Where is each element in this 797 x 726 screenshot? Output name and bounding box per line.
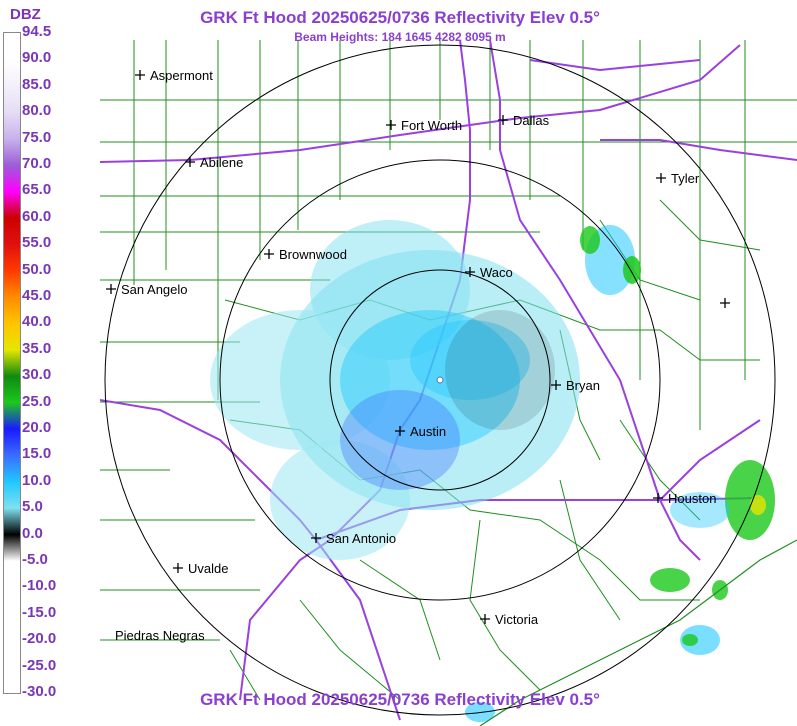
city-marker — [656, 173, 666, 183]
legend-label: 20.0 — [22, 419, 52, 436]
reflectivity-legend: DBZ 94.5 90.0 85.0 80.0 75.0 70.0 65.0 60.0 55.0… — [0, 0, 100, 726]
city-marker — [480, 614, 490, 624]
city-label: Tyler — [671, 171, 700, 186]
city-marker — [386, 120, 396, 130]
legend-label: 85.0 — [22, 75, 52, 93]
city-label: Aspermont — [150, 68, 213, 83]
city-label: Houston — [668, 491, 716, 506]
legend-label: -5.0 — [22, 551, 48, 568]
legend-label: 30.0 — [22, 366, 52, 384]
city-marker — [106, 284, 116, 294]
range-rings — [104, 44, 776, 716]
legend-label: 50.0 — [22, 260, 52, 278]
legend-label: 15.0 — [22, 445, 52, 463]
city-label: Uvalde — [188, 561, 228, 576]
legend-label: -20.0 — [22, 630, 57, 648]
city-marker — [551, 380, 561, 390]
reflectivity-echoes — [210, 220, 775, 722]
legend-label: 70.0 — [22, 155, 52, 172]
city-marker — [498, 115, 508, 125]
legend-label: -25.0 — [22, 656, 57, 674]
city-label: Austin — [410, 424, 446, 439]
city-label: Dallas — [513, 113, 550, 128]
legend-label: 0.0 — [22, 524, 43, 542]
range-ring-3 — [104, 44, 776, 716]
legend-label: 80.0 — [22, 102, 52, 120]
city-label: San Antonio — [326, 531, 396, 546]
legend-label: -30.0 — [22, 683, 57, 700]
legend-label: 40.0 — [22, 313, 52, 331]
city-marker — [311, 533, 321, 543]
range-ring-1 — [329, 269, 551, 491]
legend-label: 35.0 — [22, 339, 52, 357]
legend-unit: DBZ — [10, 6, 41, 23]
map-title: GRK Ft Hood 20250625/0736 Reflectivity E… — [200, 8, 600, 27]
legend-label: -15.0 — [22, 603, 57, 621]
radar-site-marker — [436, 376, 444, 384]
city-marker — [465, 267, 475, 277]
city-label: Victoria — [495, 612, 539, 627]
city-label: Piedras Negras — [115, 628, 205, 643]
city-markers: Aspermont Fort Worth Dallas Abilene Tyler Bro… — [106, 68, 730, 643]
city-label: Bryan — [566, 378, 600, 393]
city-label: Fort Worth — [401, 118, 462, 133]
legend-label: 90.0 — [22, 49, 52, 67]
radar-map: Aspermont Fort Worth Dallas Abilene Tyler Bro… — [100, 40, 797, 726]
map-title-bottom: GRK Ft Hood 20250625/0736 Reflectivity E… — [200, 690, 600, 709]
city-label: San Angelo — [121, 282, 188, 297]
legend-label: 60.0 — [22, 207, 52, 225]
range-ring-2 — [219, 159, 661, 601]
city-marker — [653, 493, 663, 503]
legend-color-bar — [3, 32, 21, 694]
legend-label: 25.0 — [22, 392, 52, 410]
legend-label: 94.5 — [22, 23, 52, 40]
legend-label: -10.0 — [22, 577, 57, 595]
city-marker — [135, 70, 145, 80]
legend-label: 45.0 — [22, 287, 52, 304]
legend-label: 5.0 — [22, 498, 43, 516]
legend-label: 10.0 — [22, 471, 52, 489]
city-marker — [185, 157, 195, 167]
legend-label: 75.0 — [22, 128, 52, 146]
city-marker — [264, 249, 274, 259]
city-label: Brownwood — [279, 247, 347, 262]
city-label: Waco — [480, 265, 513, 280]
city-label: Abilene — [200, 155, 243, 170]
coastline — [479, 539, 797, 726]
city-marker — [720, 298, 730, 308]
city-marker — [173, 563, 183, 573]
city-marker — [395, 426, 405, 436]
legend-label: 55.0 — [22, 234, 52, 252]
beam-heights: Beam Heights: 184 1645 4282 8095 m — [294, 30, 506, 44]
legend-label: 65.0 — [22, 181, 52, 199]
